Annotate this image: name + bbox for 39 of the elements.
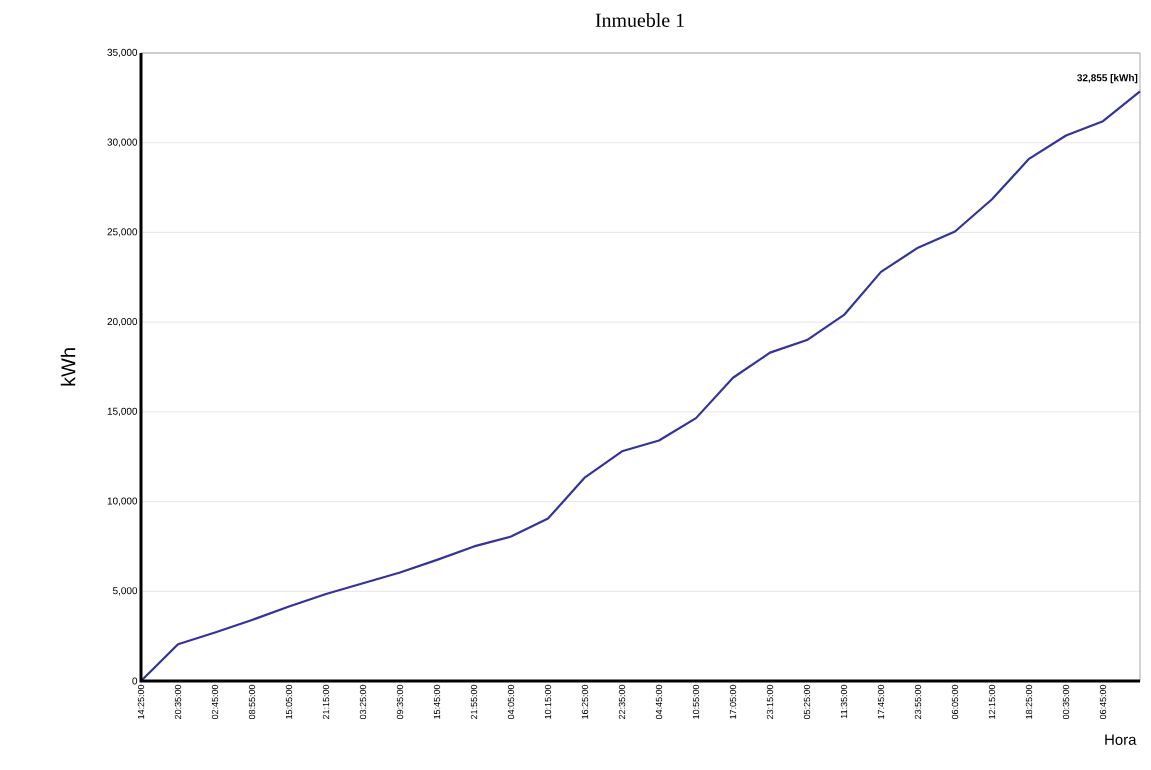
- x-tick-label: 08:55:00: [248, 684, 256, 720]
- x-axis-title: Hora: [1105, 734, 1137, 745]
- x-tick-label: 14:25:00: [137, 684, 145, 719]
- y-tick-label: 5,000: [112, 587, 138, 596]
- x-tick-label: 21:55:00: [470, 684, 478, 719]
- x-tick-label: 04:05:00: [507, 684, 515, 720]
- x-tick-label: 05:25:00: [803, 684, 811, 720]
- x-tick-label: 12:15:00: [988, 684, 996, 719]
- x-tick-label: 06:05:00: [951, 684, 959, 720]
- y-tick-label: 35,000: [107, 48, 138, 58]
- x-tick-label: 23:55:00: [914, 684, 922, 719]
- y-tick-label: 0: [132, 677, 138, 685]
- x-tick-label: 22:35:00: [618, 684, 626, 719]
- y-tick-label: 25,000: [107, 228, 138, 237]
- x-tick-label: 15:05:00: [285, 684, 293, 719]
- x-tick-label: 02:45:00: [211, 684, 219, 720]
- x-tick-label: 03:25:00: [359, 684, 367, 720]
- x-tick-label: 04:45:00: [655, 684, 663, 720]
- y-tick-label: 15,000: [107, 407, 138, 416]
- x-tick-label: 00:35:00: [1062, 684, 1070, 720]
- chart-title: Inmueble 1: [595, 12, 684, 27]
- x-tick-label: 11:35:00: [840, 684, 848, 719]
- x-tick-label: 17:05:00: [729, 684, 737, 719]
- x-tick-label: 21:15:00: [322, 684, 330, 719]
- y-axis-title: kWh: [60, 348, 76, 386]
- x-tick-label: 09:35:00: [396, 684, 404, 720]
- x-tick-label: 15:45:00: [433, 684, 441, 719]
- x-tick-label: 06:45:00: [1099, 684, 1107, 720]
- x-tick-label: 10:55:00: [692, 684, 700, 719]
- y-tick-label: 30,000: [107, 138, 138, 147]
- y-tick-label: 10,000: [107, 497, 138, 506]
- x-tick-label: 10:15:00: [544, 684, 552, 719]
- x-tick-label: 23:15:00: [766, 684, 774, 719]
- x-tick-label: 16:25:00: [581, 684, 589, 719]
- y-tick-label: 20,000: [107, 318, 138, 327]
- x-tick-label: 18:25:00: [1025, 684, 1033, 719]
- x-tick-label: 17:45:00: [877, 684, 885, 719]
- x-tick-label: 20:35:00: [174, 684, 182, 719]
- annotation: 32,855 [kWh]: [1077, 73, 1138, 84]
